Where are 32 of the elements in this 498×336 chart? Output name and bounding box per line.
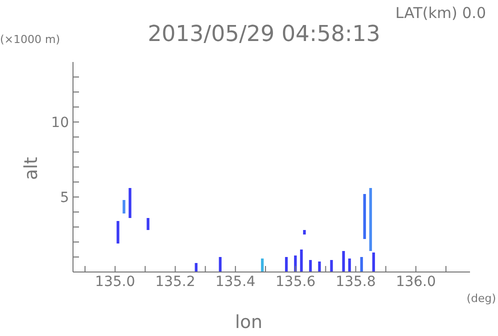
bar [363,194,366,239]
y-axis-title: alt [21,156,42,180]
bar [128,188,132,218]
x-tick-label: 135.6 [276,274,316,290]
bar [369,188,372,251]
bar [300,250,303,272]
x-tick-label: 135.2 [155,274,196,290]
x-tick-label: 135.8 [336,274,376,290]
bar [285,257,288,272]
y-tick-label: 5 [60,190,69,206]
bar [116,221,120,244]
bar [309,260,312,272]
text: (×1000 m) [0,33,60,46]
x-tick-label: 135.4 [215,274,256,290]
x-tick-label: 136.0 [396,274,436,290]
bar [146,218,150,230]
bar [294,256,297,272]
x-tick-label: 135.0 [95,274,136,290]
y-tick-label: 10 [51,114,69,131]
text: LAT(km) 0.0 [395,4,486,22]
bar [330,260,333,272]
bar [348,258,351,272]
bar [372,252,375,272]
bar [303,230,306,234]
bar [218,257,222,272]
x-axis-title: lon [235,312,262,333]
chart-title: 2013/05/29 04:58:13 [148,22,380,47]
bar [318,262,321,272]
text: (deg) [466,292,496,305]
bar [342,251,345,272]
bar [122,200,126,214]
bar [360,257,363,272]
